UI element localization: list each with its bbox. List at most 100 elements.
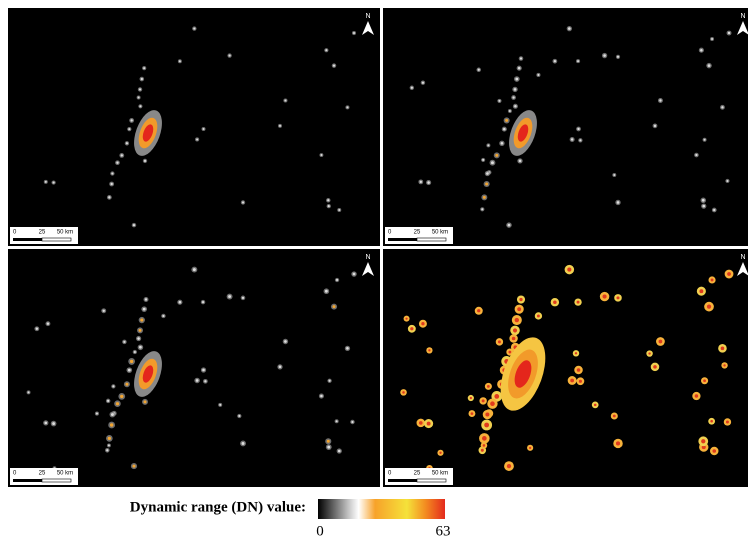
light-core xyxy=(518,159,522,163)
light-core xyxy=(491,161,494,165)
light-core xyxy=(144,298,148,301)
north-label: N xyxy=(365,254,370,261)
light-core xyxy=(490,401,495,407)
light-core xyxy=(511,336,516,341)
light-core xyxy=(486,172,489,175)
light-core xyxy=(537,73,540,76)
north-arrow: N xyxy=(362,13,374,35)
light-core xyxy=(132,223,136,227)
light-core xyxy=(419,180,422,184)
light-core xyxy=(405,317,408,320)
light-core xyxy=(578,379,582,383)
light-core xyxy=(278,365,282,369)
light-core xyxy=(512,328,518,333)
light-core xyxy=(703,138,706,141)
north-arrow: N xyxy=(737,254,748,276)
map-background xyxy=(8,249,380,487)
light-core xyxy=(52,181,55,184)
light-core xyxy=(613,173,616,176)
light-core xyxy=(701,439,706,444)
light-core xyxy=(137,96,140,99)
light-core xyxy=(138,88,142,91)
light-core xyxy=(202,368,205,372)
light-core xyxy=(699,289,704,294)
light-core xyxy=(470,412,474,415)
light-core xyxy=(477,309,481,313)
light-core xyxy=(553,60,557,63)
light-core xyxy=(130,119,133,122)
light-core xyxy=(576,300,580,304)
light-core xyxy=(137,337,140,340)
light-core xyxy=(725,420,729,424)
light-core xyxy=(410,327,414,331)
light-core xyxy=(602,294,607,299)
city-core xyxy=(142,124,154,142)
light-core xyxy=(707,64,711,67)
light-core xyxy=(123,340,126,344)
light-core xyxy=(695,153,698,157)
light-core xyxy=(143,159,147,162)
light-core xyxy=(616,55,620,58)
scale-bar: 0 25 50 km xyxy=(385,227,453,244)
scale-label: 0 xyxy=(13,230,17,236)
light-core xyxy=(125,382,129,386)
scale-label: 25 xyxy=(39,471,46,477)
scale-bar: 0 25 50 km xyxy=(10,468,78,485)
light-core xyxy=(616,201,620,204)
light-core xyxy=(129,359,134,364)
map-background xyxy=(383,249,748,487)
light-core xyxy=(143,67,146,70)
light-core xyxy=(402,391,405,394)
light-core xyxy=(110,182,113,186)
light-core xyxy=(107,444,110,447)
light-core xyxy=(720,346,725,351)
scale-bar: 0 25 50 km xyxy=(10,227,78,244)
light-core xyxy=(202,127,205,130)
light-core xyxy=(421,81,425,84)
light-core xyxy=(278,124,281,127)
light-core xyxy=(721,106,724,109)
light-core xyxy=(593,403,597,407)
city-core xyxy=(517,124,529,142)
light-core xyxy=(192,268,196,272)
light-core xyxy=(195,379,199,382)
light-core xyxy=(481,399,485,403)
light-core xyxy=(503,127,506,131)
light-core xyxy=(332,305,336,309)
light-core xyxy=(27,391,30,394)
light-core xyxy=(44,180,47,183)
legend-max: 63 xyxy=(436,523,451,539)
light-core xyxy=(519,57,523,60)
light-core xyxy=(125,142,129,145)
light-core xyxy=(332,64,336,67)
light-core xyxy=(139,105,142,108)
north-arrow: N xyxy=(737,13,748,35)
light-core xyxy=(702,204,706,208)
light-core xyxy=(228,295,232,299)
light-core xyxy=(486,384,490,388)
light-core xyxy=(519,297,523,302)
scale-black xyxy=(13,479,42,482)
light-core xyxy=(570,138,574,141)
light-core xyxy=(512,96,515,99)
scale-label: 50 km xyxy=(432,471,448,477)
light-core xyxy=(570,378,575,383)
light-core xyxy=(497,340,501,344)
light-core xyxy=(238,414,241,418)
light-core xyxy=(346,347,349,350)
light-core xyxy=(711,37,714,40)
light-core xyxy=(132,464,136,468)
light-core xyxy=(107,436,112,441)
light-core xyxy=(574,352,578,355)
light-core xyxy=(648,352,651,355)
light-core xyxy=(139,345,142,349)
light-core xyxy=(327,205,330,208)
light-core xyxy=(116,161,119,164)
light-core xyxy=(514,317,520,323)
north-label: N xyxy=(740,254,745,261)
light-core xyxy=(505,118,509,122)
light-core xyxy=(469,396,473,400)
light-core xyxy=(485,412,490,417)
light-core xyxy=(577,127,580,131)
scale-white xyxy=(41,478,72,483)
